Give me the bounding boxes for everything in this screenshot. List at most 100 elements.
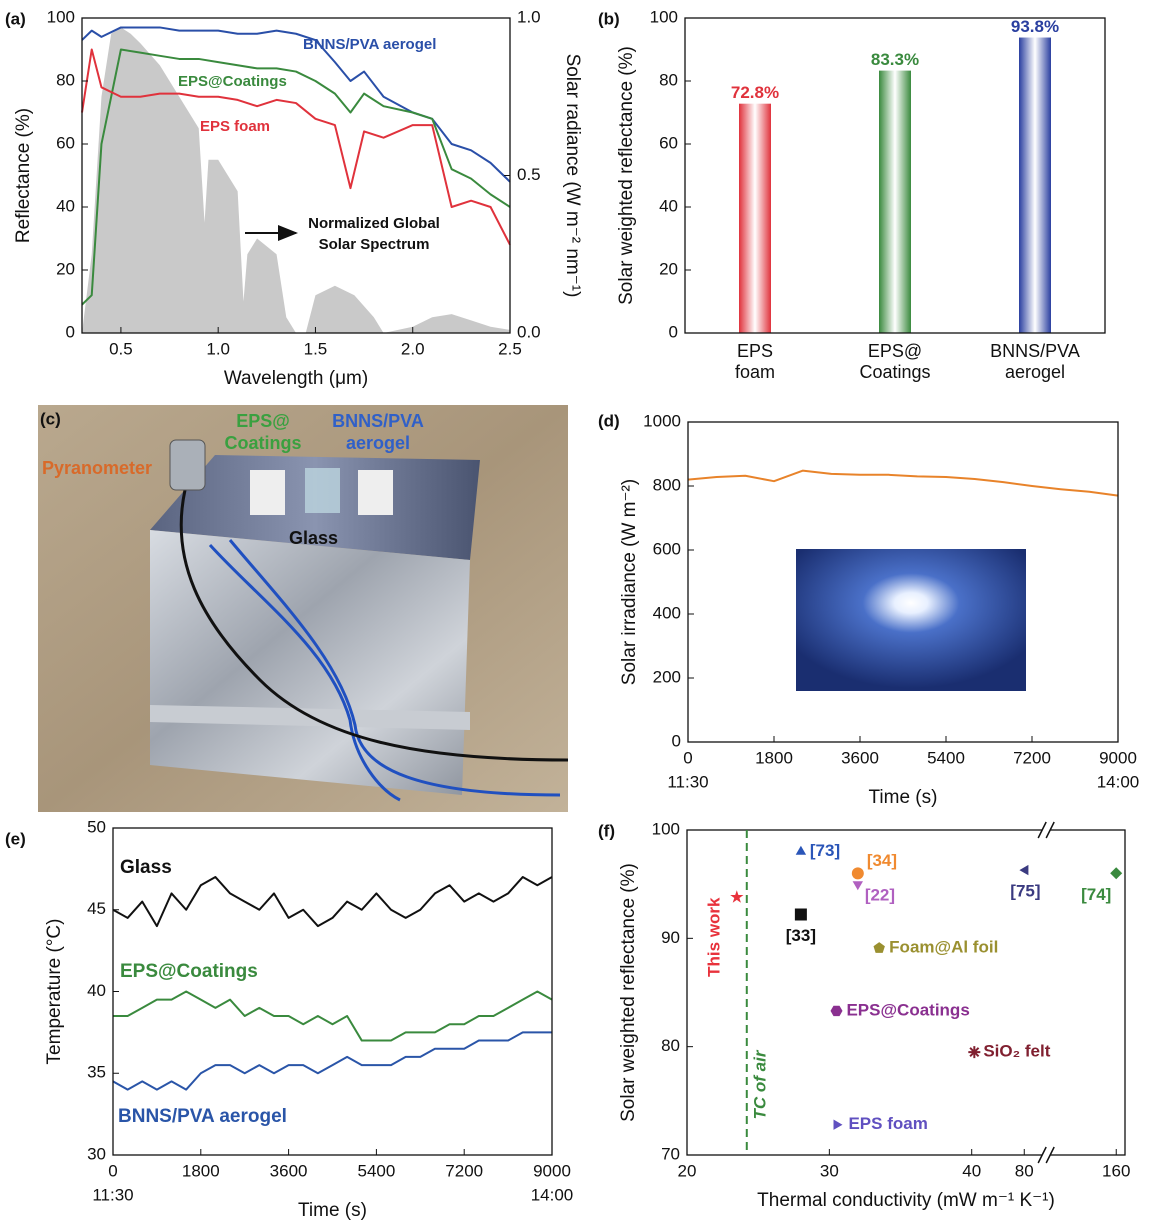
y2-axis-label: Solar radiance (W m⁻² nm⁻¹) [562,54,583,298]
y-tick-label: 1000 [643,411,681,430]
sample [358,470,393,515]
annotation: Solar Spectrum [319,236,430,253]
x-tick-label: foam [735,362,775,382]
point-label: [74] [1081,885,1111,904]
y-tick-label: 35 [87,1063,106,1082]
bar [739,103,771,334]
photo-label: Glass [289,528,338,548]
axis-break-gap [1042,1147,1051,1163]
y2-tick-label: 0.0 [517,322,541,341]
point [968,1046,981,1059]
line [81,26,511,183]
y-tick-label: 20 [659,259,678,278]
point [852,881,863,891]
x-tick-label: EPS@ [868,341,922,361]
y-axis-label: Reflectance (%) [13,108,34,243]
y-axis-label: Solar weighted reflectance (%) [618,863,639,1122]
line [112,876,553,928]
y-tick-label: 40 [659,196,678,215]
x-tick-label: 20 [678,1161,697,1180]
bar [879,70,911,333]
line [687,469,1119,497]
y-tick-label: 80 [56,70,75,89]
series-label: Glass [120,857,172,878]
y2-tick-label: 0.5 [517,165,541,184]
photo-label: aerogel [346,433,410,453]
point-label: Foam@Al foil [889,938,998,957]
y-axis-label: Temperature (°C) [44,919,65,1065]
y-tick-label: 400 [653,603,681,622]
x-tick-label: 9000 [533,1161,571,1180]
x-tick-label: 80 [1015,1161,1034,1180]
point-label: [33] [786,926,816,945]
time-label: 14:00 [1097,772,1140,791]
y-tick-label: 80 [659,70,678,89]
point [833,1119,843,1130]
point [795,845,807,855]
x-tick-label: 0 [108,1161,117,1180]
point [851,867,864,880]
x-tick-label: 2.0 [401,339,425,358]
point-label: EPS@Coatings [846,1000,969,1019]
cable [179,489,569,762]
plot-frame [684,17,1106,334]
x-tick-label: 9000 [1099,748,1137,767]
panel-label: (b) [598,9,620,28]
series-label: EPS foam [200,118,270,135]
point-label: [34] [867,851,897,870]
panel-label: (a) [5,9,26,28]
point-label: [75] [1010,882,1040,901]
axis-break-gap [1042,822,1051,838]
series-label: BNNS/PVA aerogel [118,1106,287,1127]
photo-label: BNNS/PVA [332,411,424,431]
y-tick-label: 800 [653,475,681,494]
x-axis-label: Wavelength (μm) [224,368,368,389]
plot-frame [686,829,1126,1156]
x-tick-label: 0 [683,748,692,767]
line [81,48,511,246]
time-label: 14:00 [531,1185,574,1204]
pyranometer [169,439,206,491]
point-label: This work [704,897,723,977]
y-tick-label: 100 [650,7,678,26]
x-tick-label: BNNS/PVA [990,341,1080,361]
x-tick-label: 2.5 [498,339,522,358]
x-tick-label: Coatings [859,362,930,382]
x-tick-label: 1800 [182,1161,220,1180]
y-tick-label: 60 [56,133,75,152]
x-tick-label: 1.5 [304,339,328,358]
y2-tick-label: 1.0 [517,7,541,26]
axis-break [1045,1146,1055,1164]
point [730,890,744,903]
y-tick-label: 100 [47,7,75,26]
y-tick-label: 200 [653,667,681,686]
y-tick-label: 0 [66,322,75,341]
axis-break [1037,821,1047,839]
annotation: Normalized Global [308,215,440,232]
x-tick-label: 3600 [270,1161,308,1180]
photo: (c) Pyranometer EPS@ Coatings BNNS/PVA a… [38,405,569,812]
point-label: [73] [810,841,840,860]
y-tick-label: 70 [661,1144,680,1163]
time-label: 11:30 [92,1185,133,1204]
y-tick-label: 0 [669,322,678,341]
x-tick-label: 160 [1102,1161,1130,1180]
y-tick-label: 80 [661,1036,680,1055]
y-tick-label: 90 [661,928,680,947]
bar [1019,37,1051,333]
x-tick-label: 3600 [841,748,879,767]
y-tick-label: 600 [653,539,681,558]
point [830,1005,843,1017]
value-label: 83.3% [871,50,919,69]
panel-label: (d) [598,411,620,430]
point-label: [22] [865,886,895,905]
panel-label: (e) [5,829,26,848]
series-label: EPS@Coatings [120,961,258,982]
x-tick-label: 40 [962,1161,981,1180]
x-tick-label: aerogel [1005,362,1065,382]
y-tick-label: 0 [672,731,681,750]
y-tick-label: 40 [87,981,106,1000]
sample [250,470,285,515]
x-axis-label: Thermal conductivity (mW m⁻¹ K⁻¹) [757,1190,1055,1211]
series-label: EPS@Coatings [178,73,287,90]
